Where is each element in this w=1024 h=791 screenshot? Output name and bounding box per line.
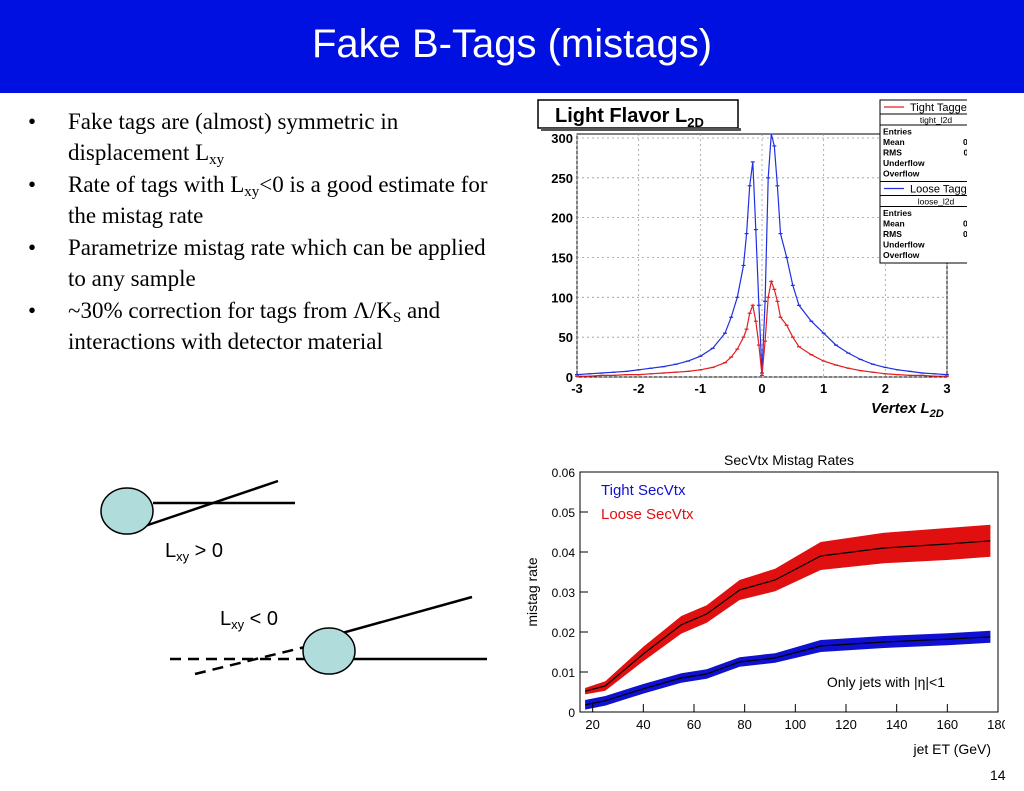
y-tick-label: 300 [551,131,573,146]
x-tick-label: 80 [737,717,751,732]
vertex-circle [302,627,356,675]
x-tick-label: 20 [585,717,599,732]
title-bar [0,0,1024,93]
y-axis-label: mistag rate [524,557,540,626]
y-tick-label: 50 [559,330,573,345]
y-tick-label: 0.01 [552,666,576,680]
y-tick-label: 0.04 [552,546,576,560]
bullet-dot: • [28,298,37,323]
y-axis-ticks: 0 50 100 150 200 250 300 [551,131,573,385]
stats-box: Tight Taggertight_l2dEntries2107Mean0.24… [879,99,967,182]
histogram-x-label: Vertex L2D [871,400,944,420]
histogram-title-box [537,99,739,129]
stats-key: RMS [883,148,902,158]
legend-entry: Tight SecVtx [601,482,686,499]
secvtx-mistag-chart: 20 40 60 80 100 120 140 160 180 0 0.01 0.02 0.03 0.0… [524,452,1005,757]
x-tick-label: 1 [820,381,827,396]
vertex-circle [100,487,154,535]
x-tick-label: 2 [882,381,889,396]
x-tick-label: 100 [784,717,806,732]
legend-entry: Loose SecVtx [601,506,694,523]
y-tick-label: 0 [568,706,575,720]
bullet-item: • Fake tags are (almost) symmetric in dis… [28,106,498,168]
bullet-dot: • [28,235,37,260]
x-tick-label: 0 [758,381,765,396]
stats-value: 0.2343 [963,219,967,229]
annotation: Only jets with |η|<1 [827,674,945,690]
track-line [144,479,279,528]
bullet-list: • Fake tags are (almost) symmetric in dis… [28,106,498,358]
stats-key: Overflow [883,250,920,260]
chart-title: SecVtx Mistag Rates [724,452,854,468]
page-number: 14 [990,767,1006,783]
title-box-shadow [541,128,741,131]
displacement-diagram: Lxy > 0 Lxy < 0 [100,479,487,676]
bullet-item: • Rate of tags with Lxy<0 is a good estim… [28,169,498,231]
x-tick-label: 160 [936,717,958,732]
stats-key: Mean [883,219,905,229]
slide-title: Fake B-Tags (mistags) [311,22,713,66]
stats-name: tight_l2d [920,115,952,125]
stats-boxes: Tight Taggertight_l2dEntries2107Mean0.24… [879,99,967,264]
x-axis-ticks: 20 40 60 80 100 120 140 160 180 [585,704,1005,732]
central-line-tight [584,636,991,706]
bullet-item: • Parametrize mistag rate which can be ap… [28,232,498,294]
error-band-loose [585,524,991,695]
bullet-item: • ~30% correction for tags from Λ/KS and … [28,295,498,357]
x-tick-label: 120 [835,717,857,732]
lxy-negative-label: Lxy < 0 [220,608,278,632]
y-tick-label: 200 [551,211,573,226]
y-tick-label: 100 [551,290,573,305]
stats-value: 0.8392 [963,229,967,239]
series-group [584,524,991,710]
y-tick-label: 0.02 [552,626,576,640]
stats-value: 0.7211 [963,148,967,158]
stats-key: Entries [883,127,912,137]
legend: Tight SecVtx Loose SecVtx [601,482,694,523]
stats-key: RMS [883,229,902,239]
x-tick-label: 3 [943,381,950,396]
stats-key: Underflow [883,158,925,168]
plot-frame [579,471,999,713]
y-axis-ticks: 0 0.01 0.02 0.03 0.04 0.05 0.06 [552,466,588,720]
x-tick-label: 40 [636,717,650,732]
lxy-positive-label: Lxy > 0 [165,540,223,564]
y-tick-label: 0.03 [552,586,576,600]
y-tick-label: 0.06 [552,466,576,480]
y-tick-label: 250 [551,171,573,186]
stats-name: loose_l2d [918,197,955,207]
stats-key: Overflow [883,169,920,179]
x-tick-label: 140 [886,717,908,732]
x-tick-label: 180 [987,717,1005,732]
stats-key: Entries [883,208,912,218]
x-axis-label: jet ET (GeV) [912,741,991,757]
stats-key: Mean [883,137,905,147]
track-line [334,595,473,637]
x-tick-label: -2 [633,381,645,396]
y-tick-label: 0 [566,370,573,385]
x-axis-ticks: -3 -2 -1 0 1 2 3 [571,381,950,396]
histogram-title: Light Flavor L2D [555,105,704,130]
bullet-dot: • [28,172,37,197]
y-tick-label: 0.05 [552,506,576,520]
stats-value: 0.2444 [963,137,967,147]
light-flavor-histogram: -3 -2 -1 0 1 2 3 0 50 100 150 200 250 300 Light Flav… [535,97,967,427]
x-tick-label: -1 [695,381,707,396]
central-line-loose [584,540,991,692]
legend-entry: Tight Tagger [910,102,967,114]
x-tick-label: 60 [687,717,701,732]
stats-key: Underflow [883,240,925,250]
y-tick-label: 150 [551,250,573,265]
legend-entry: Loose Tagger [910,184,967,196]
bullet-dot: • [28,109,37,134]
series-group [575,133,949,377]
x-tick-label: -3 [571,381,583,396]
stats-box: Loose Taggerloose_l2dEntries5492Mean0.23… [879,181,967,264]
extrapolated-track-dashed [194,645,306,676]
